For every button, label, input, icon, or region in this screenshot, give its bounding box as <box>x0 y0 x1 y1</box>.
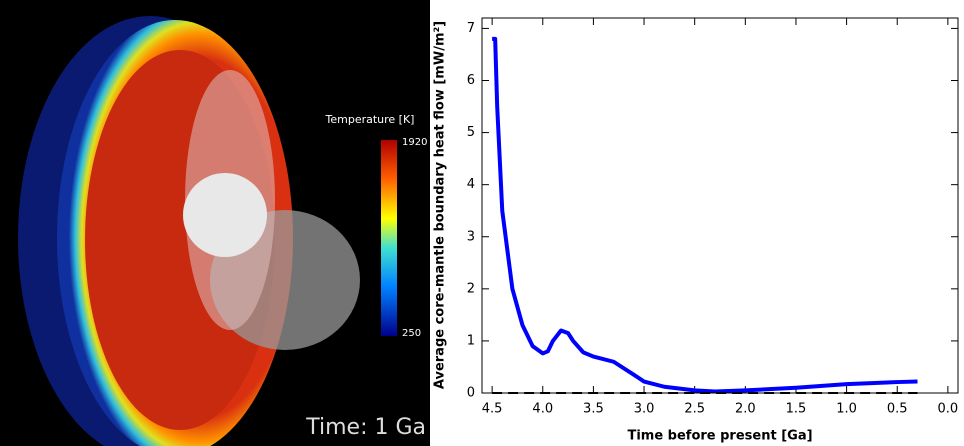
y-tick-label: 5 <box>467 125 475 140</box>
line <box>492 36 918 394</box>
colorbar-title: Temperature [K] <box>325 113 415 126</box>
colorbar-tick: 250 <box>402 328 421 339</box>
x-tick-label: 1.0 <box>836 402 857 417</box>
x-tick-label: 3.0 <box>634 402 655 417</box>
y-tick-label: 0 <box>467 386 475 401</box>
y-tick-label: 6 <box>467 73 475 88</box>
y-tick-label: 1 <box>467 333 475 348</box>
y-tick-label: 7 <box>467 21 475 36</box>
x-tick-label: 4.0 <box>532 402 553 417</box>
x-tick-label: 1.5 <box>786 402 807 417</box>
x-tick-label: 0.5 <box>887 402 908 417</box>
x-tick-label: 2.0 <box>735 402 756 417</box>
plot-frame <box>481 17 959 394</box>
y-axis-label: Average core-mantle boundary heat flow [… <box>433 21 448 389</box>
colorbar <box>381 140 397 336</box>
rendering: Temperature [K] 1920 250 Time: 1 Ga <box>0 0 430 446</box>
x-tick-label: 2.5 <box>684 402 705 417</box>
x-axis-label: Time before present [Ga] <box>627 429 812 444</box>
y-tick-label: 4 <box>467 177 475 192</box>
x-tick-label: 4.5 <box>482 402 503 417</box>
core <box>183 173 267 257</box>
x-tick-label: 0.0 <box>938 402 959 417</box>
x-tick-label: 3.5 <box>583 402 604 417</box>
y-tick-label: 2 <box>467 281 475 296</box>
colorbar-tick: 1920 <box>402 137 427 148</box>
time-label: Time: 1 Ga <box>305 415 426 440</box>
y-tick-label: 3 <box>467 229 475 244</box>
